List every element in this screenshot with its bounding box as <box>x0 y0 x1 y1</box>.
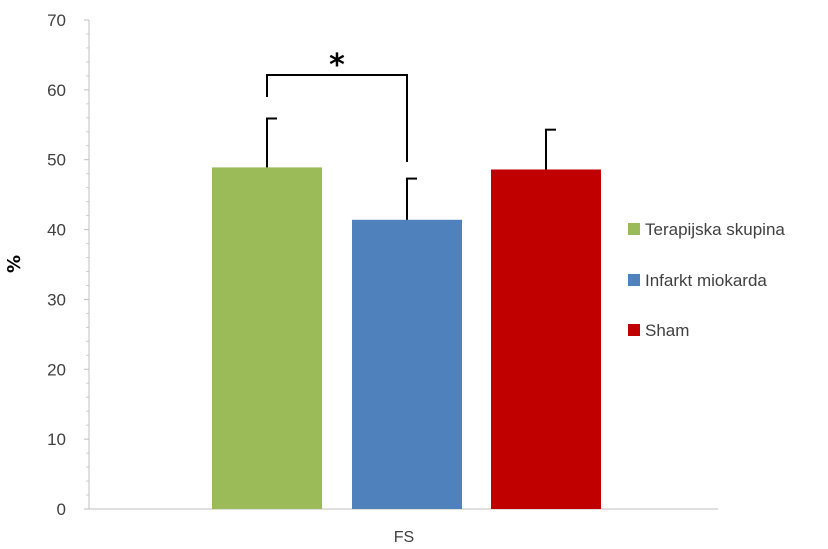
bar-infarkt-miokarda <box>352 219 462 509</box>
y-tick-label: 0 <box>57 500 66 519</box>
y-tick-label: 30 <box>47 290 66 309</box>
y-tick-label: 40 <box>47 221 66 240</box>
category-labels: FS <box>394 529 414 546</box>
legend-label: Infarkt miokarda <box>645 271 767 290</box>
y-tick-label: 50 <box>47 151 66 170</box>
y-axis-ticks: 0 10 20 30 40 50 60 70 <box>47 11 89 519</box>
legend: Terapijska skupina Infarkt miokarda Sham <box>628 220 785 340</box>
legend-swatch <box>628 223 640 235</box>
y-tick-label: 20 <box>47 360 66 379</box>
bars <box>212 167 601 510</box>
error-bars <box>266 117 556 220</box>
significance-marker: * <box>329 48 345 83</box>
bar-sham <box>491 169 601 509</box>
legend-swatch <box>628 324 640 336</box>
significance-line <box>266 74 408 162</box>
bar-terapijska-skupina <box>212 167 322 510</box>
y-tick-label: 70 <box>47 11 66 30</box>
legend-label: Terapijska skupina <box>645 220 785 239</box>
y-tick-label: 60 <box>47 81 66 100</box>
x-category-label: FS <box>394 529 414 546</box>
significance-bracket: * <box>266 48 408 162</box>
legend-swatch <box>628 274 640 286</box>
legend-label: Sham <box>645 321 689 340</box>
y-axis-label: % <box>4 255 25 273</box>
y-tick-label: 10 <box>47 430 66 449</box>
